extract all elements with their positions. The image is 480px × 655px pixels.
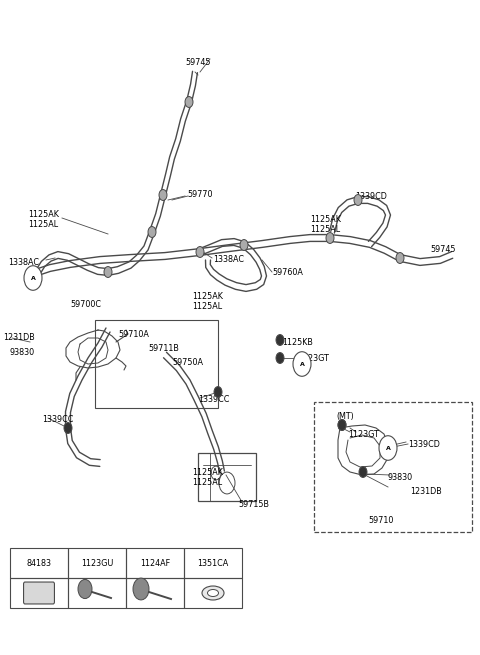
Text: 1124AF: 1124AF	[140, 559, 170, 567]
Text: (MT): (MT)	[336, 412, 354, 421]
Text: 1125AK
1125AL: 1125AK 1125AL	[28, 210, 59, 229]
Ellipse shape	[207, 590, 218, 597]
Bar	[314, 402, 472, 532]
Circle shape	[293, 352, 311, 376]
Text: 93830: 93830	[10, 348, 35, 357]
Bar	[95, 320, 218, 408]
Text: 59700C: 59700C	[70, 300, 101, 309]
Text: 59710: 59710	[368, 516, 394, 525]
Text: 1339CC: 1339CC	[42, 415, 73, 424]
Circle shape	[359, 466, 367, 477]
Circle shape	[78, 580, 92, 599]
Circle shape	[240, 240, 248, 250]
Text: 1339CC: 1339CC	[198, 395, 229, 404]
Text: 1125AK
1125AL: 1125AK 1125AL	[310, 215, 341, 234]
Circle shape	[24, 266, 42, 290]
Bar	[184, 578, 242, 608]
Circle shape	[185, 96, 193, 107]
Text: 1339CD: 1339CD	[355, 192, 387, 201]
Bar	[126, 548, 184, 578]
Text: A: A	[300, 362, 304, 367]
Bar	[10, 578, 68, 608]
Circle shape	[379, 436, 397, 460]
Text: 1125KB: 1125KB	[282, 338, 313, 347]
Circle shape	[133, 578, 149, 600]
Circle shape	[196, 246, 204, 257]
Circle shape	[276, 352, 284, 364]
Text: 93830: 93830	[388, 473, 413, 482]
Text: 1123GU: 1123GU	[81, 559, 113, 567]
Text: 59711B: 59711B	[148, 344, 179, 353]
Text: 59745: 59745	[430, 245, 456, 254]
Text: A: A	[31, 276, 36, 280]
Circle shape	[326, 233, 334, 244]
Text: 59770: 59770	[187, 190, 213, 199]
Text: 1338AC: 1338AC	[8, 258, 39, 267]
Circle shape	[396, 253, 404, 263]
Circle shape	[338, 420, 346, 430]
Text: 1339CD: 1339CD	[408, 440, 440, 449]
Text: 1351CA: 1351CA	[197, 559, 228, 567]
Bar	[126, 578, 184, 608]
Bar	[184, 548, 242, 578]
Text: 1231DB: 1231DB	[3, 333, 35, 342]
Text: 59710A: 59710A	[118, 330, 149, 339]
Text: 1123GT: 1123GT	[298, 354, 329, 363]
Text: 1123GT: 1123GT	[348, 430, 379, 439]
Circle shape	[354, 195, 362, 206]
Text: 59760A: 59760A	[272, 268, 303, 277]
Bar	[198, 453, 256, 501]
Text: 84183: 84183	[26, 559, 51, 567]
FancyBboxPatch shape	[24, 582, 54, 604]
Circle shape	[159, 189, 167, 200]
Bar	[68, 578, 126, 608]
Circle shape	[104, 267, 112, 278]
Bar	[10, 548, 68, 578]
Text: 1231DB: 1231DB	[410, 487, 442, 496]
Text: 1125AK
1125AL: 1125AK 1125AL	[192, 292, 223, 311]
Bar	[68, 548, 126, 578]
Text: 59715B: 59715B	[238, 500, 269, 509]
Text: 59745: 59745	[185, 58, 211, 67]
Circle shape	[276, 335, 284, 345]
Text: 1125AK
1125AL: 1125AK 1125AL	[192, 468, 223, 487]
Ellipse shape	[202, 586, 224, 600]
Text: A: A	[385, 445, 390, 451]
Circle shape	[338, 420, 346, 430]
Circle shape	[214, 386, 222, 398]
Text: 1338AC: 1338AC	[213, 255, 244, 264]
Text: 59750A: 59750A	[172, 358, 203, 367]
Circle shape	[148, 227, 156, 238]
Circle shape	[64, 422, 72, 434]
